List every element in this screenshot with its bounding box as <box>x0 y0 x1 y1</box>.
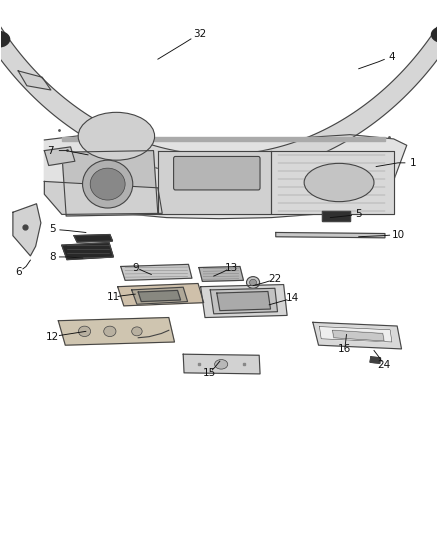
Ellipse shape <box>250 279 257 286</box>
Text: 5: 5 <box>355 209 362 220</box>
Ellipse shape <box>78 112 155 160</box>
Polygon shape <box>210 288 278 314</box>
Text: 4: 4 <box>388 52 395 61</box>
Polygon shape <box>158 151 272 214</box>
Polygon shape <box>272 151 394 214</box>
Text: 6: 6 <box>16 267 22 277</box>
Ellipse shape <box>0 31 10 47</box>
Polygon shape <box>313 322 402 349</box>
Polygon shape <box>332 330 384 341</box>
Text: 11: 11 <box>107 292 120 302</box>
Polygon shape <box>132 287 187 304</box>
Polygon shape <box>183 354 260 374</box>
Text: 9: 9 <box>133 263 139 272</box>
Text: 5: 5 <box>49 224 56 235</box>
Text: 1: 1 <box>410 158 417 168</box>
Text: 8: 8 <box>49 252 56 262</box>
Text: 15: 15 <box>203 368 216 378</box>
Polygon shape <box>0 0 438 176</box>
Polygon shape <box>62 138 385 141</box>
Polygon shape <box>118 284 204 306</box>
Polygon shape <box>319 327 392 342</box>
Polygon shape <box>321 211 350 221</box>
Polygon shape <box>58 318 174 345</box>
Polygon shape <box>199 266 244 281</box>
Polygon shape <box>62 151 158 216</box>
Polygon shape <box>370 357 381 364</box>
Polygon shape <box>121 264 192 280</box>
Ellipse shape <box>215 360 228 369</box>
Polygon shape <box>44 181 162 214</box>
Ellipse shape <box>431 27 438 43</box>
Polygon shape <box>44 147 75 165</box>
Ellipse shape <box>82 160 133 208</box>
Ellipse shape <box>247 277 260 288</box>
Text: 14: 14 <box>286 293 299 303</box>
Polygon shape <box>44 135 407 219</box>
Ellipse shape <box>90 168 125 200</box>
Polygon shape <box>138 290 180 302</box>
Text: 7: 7 <box>48 146 54 156</box>
Text: 16: 16 <box>338 344 351 354</box>
Polygon shape <box>74 235 113 242</box>
Polygon shape <box>13 204 41 256</box>
Polygon shape <box>62 243 113 260</box>
Polygon shape <box>201 285 287 318</box>
Ellipse shape <box>78 326 91 336</box>
Ellipse shape <box>132 327 142 336</box>
Text: 10: 10 <box>392 230 405 240</box>
Text: 32: 32 <box>193 29 206 39</box>
Polygon shape <box>217 292 271 311</box>
Text: 24: 24 <box>378 360 391 370</box>
Polygon shape <box>276 232 385 238</box>
Text: 12: 12 <box>46 332 59 342</box>
Ellipse shape <box>104 326 116 336</box>
Ellipse shape <box>304 164 374 201</box>
Text: 22: 22 <box>268 274 282 284</box>
Text: 13: 13 <box>225 263 238 272</box>
FancyBboxPatch shape <box>173 157 260 190</box>
Polygon shape <box>18 71 51 90</box>
